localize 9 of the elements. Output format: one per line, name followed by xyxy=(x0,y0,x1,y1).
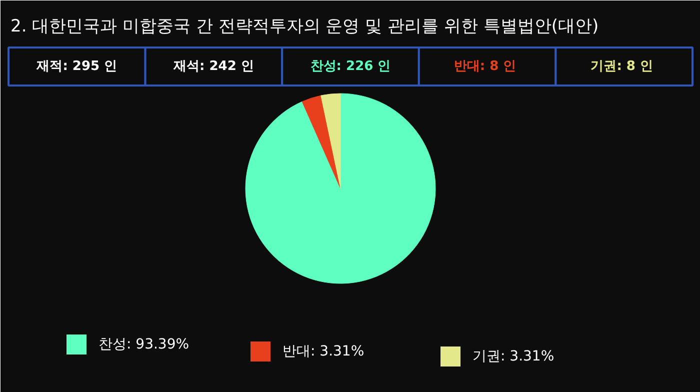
text: 기권: 8 인 xyxy=(590,59,653,74)
text: 재적: 295 인 xyxy=(36,59,118,74)
legend-label: 반대: 3.31% xyxy=(282,344,364,360)
text: 재석: 242 인 xyxy=(172,59,254,74)
text: 찬성: 226 인 xyxy=(310,59,391,74)
text: 반대: 8 인 xyxy=(454,59,516,74)
chart-title: 2. 대한민국과 미합중국 간 전략적투자의 운영 및 관리를 위한 특별법안(대안) xyxy=(10,16,599,36)
legend-label: 찬성: 93.39% xyxy=(98,336,190,352)
legend-label: 기권: 3.31% xyxy=(472,348,554,364)
